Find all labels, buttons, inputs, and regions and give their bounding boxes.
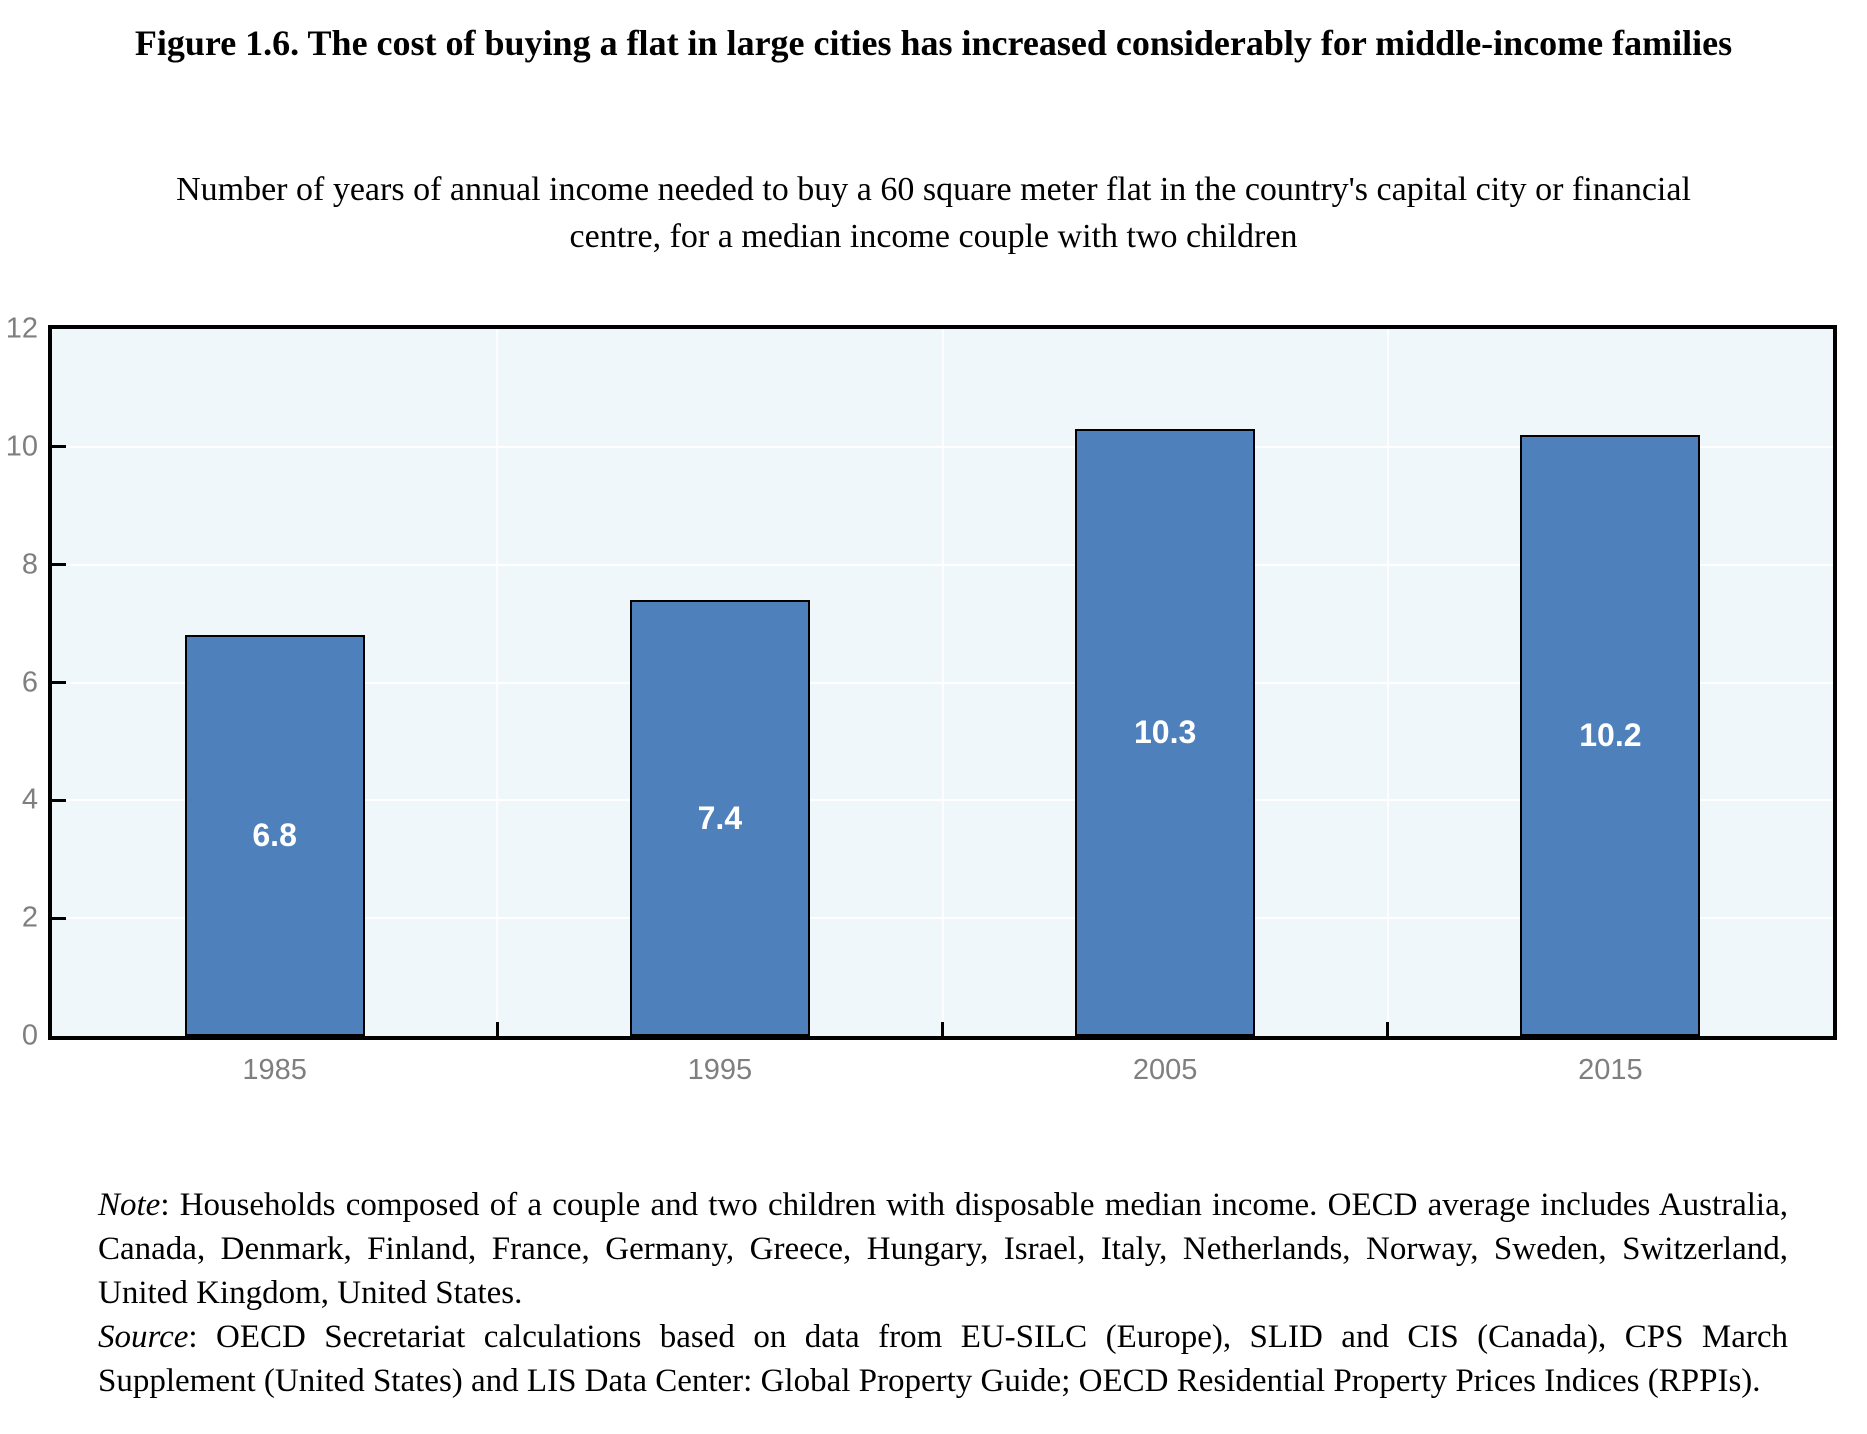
figure-notes: Note: Households composed of a couple an… [98,1183,1788,1403]
source-text: : OECD Secretariat calculations based on… [98,1319,1788,1399]
category-boundary-gridline [496,329,499,1036]
y-axis-tick [52,681,66,684]
x-axis-tick [941,1022,944,1036]
figure-title: Figure 1.6. The cost of buying a flat in… [134,23,1733,63]
bar-value-label: 6.8 [252,817,297,854]
source-paragraph: Source: OECD Secretariat calculations ba… [98,1315,1788,1403]
category-boundary-gridline [1386,329,1389,1036]
y-axis-tick-label: 10 [5,430,38,463]
y-axis-tick-label: 4 [21,783,38,816]
y-axis-tick-label: 12 [5,312,38,345]
x-axis-category-label: 1995 [687,1054,753,1086]
y-axis-tick [52,916,66,920]
bar-1995: 7.4 [629,600,810,1036]
source-label: Source [98,1319,189,1355]
x-axis-category-label: 2005 [1132,1054,1198,1086]
category-boundary-gridline [941,329,944,1036]
x-axis-tick [1386,1022,1390,1036]
x-axis-labels: 1985 1995 2005 2015 [52,1050,1833,1094]
x-axis-tick [495,1022,499,1036]
bar-1985: 6.8 [184,635,365,1036]
note-paragraph: Note: Households composed of a couple an… [98,1183,1788,1315]
x-axis-category-label: 1985 [242,1054,307,1086]
note-label: Note [98,1187,161,1223]
y-axis-labels: 0 2 4 6 8 10 12 [0,313,40,1052]
y-axis-tick-label: 6 [21,666,38,698]
note-text: : Households composed of a couple and tw… [98,1187,1788,1311]
bar-chart: 6.8 7.4 10.3 10.2 0 2 4 6 8 10 12 1985 1995 2005 201… [0,313,1837,1094]
bar-value-label: 7.4 [697,799,743,836]
y-axis-tick-label: 0 [21,1019,38,1052]
x-axis-category-label: 2015 [1578,1054,1643,1086]
bar-value-label: 10.2 [1579,717,1642,754]
y-axis-tick-label: 2 [21,901,38,934]
bar-value-label: 10.3 [1133,714,1197,751]
figure-subtitle: Number of years of annual income needed … [176,171,1691,255]
y-axis-tick [52,445,66,449]
y-axis-tick-label: 8 [21,548,38,581]
y-axis-tick [52,798,66,802]
bar-2005: 10.3 [1075,429,1256,1036]
y-axis-tick [52,563,66,567]
bar-2015: 10.2 [1520,435,1701,1036]
plot-area: 6.8 7.4 10.3 10.2 [48,325,1837,1040]
